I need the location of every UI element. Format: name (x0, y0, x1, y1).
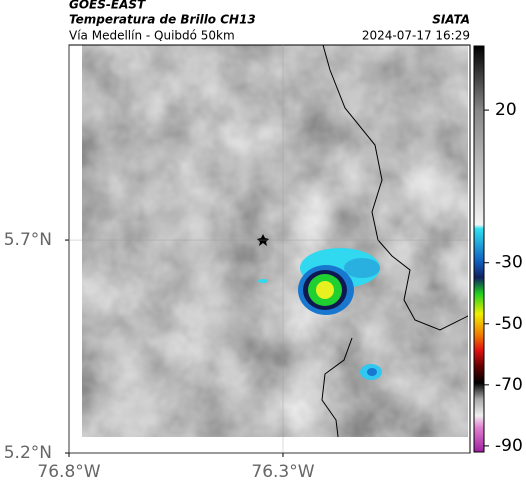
timestamp: 2024-07-17 16:29 (362, 29, 470, 43)
region: Vía Medellín - Quibdó 50km (69, 29, 235, 43)
colorbar (473, 45, 485, 453)
colorbar-label: 20 (495, 100, 517, 120)
source: SIATA (432, 13, 470, 27)
colorbar-label: -50 (495, 314, 523, 334)
lon-tick-label: 76.8°W (37, 462, 100, 482)
cold-cloud (258, 279, 268, 283)
colorbar-label: -70 (495, 375, 523, 395)
subtitle: Temperatura de Brillo CH13 (69, 13, 256, 27)
border (321, 337, 353, 437)
cloud-field (82, 45, 468, 437)
colorbar-label: -30 (495, 253, 523, 273)
satellite-image (82, 45, 468, 437)
lon-tick-label: 76.3°W (251, 462, 314, 482)
colorbar-label: -90 (495, 436, 523, 456)
lat-tick-label: 5.2°N (4, 443, 52, 463)
cold-cloud (344, 258, 380, 278)
title: GOES-EAST (69, 0, 146, 12)
lat-tick-label: 5.7°N (4, 230, 52, 250)
cold-cloud (367, 368, 377, 376)
cold-cloud (316, 281, 334, 299)
